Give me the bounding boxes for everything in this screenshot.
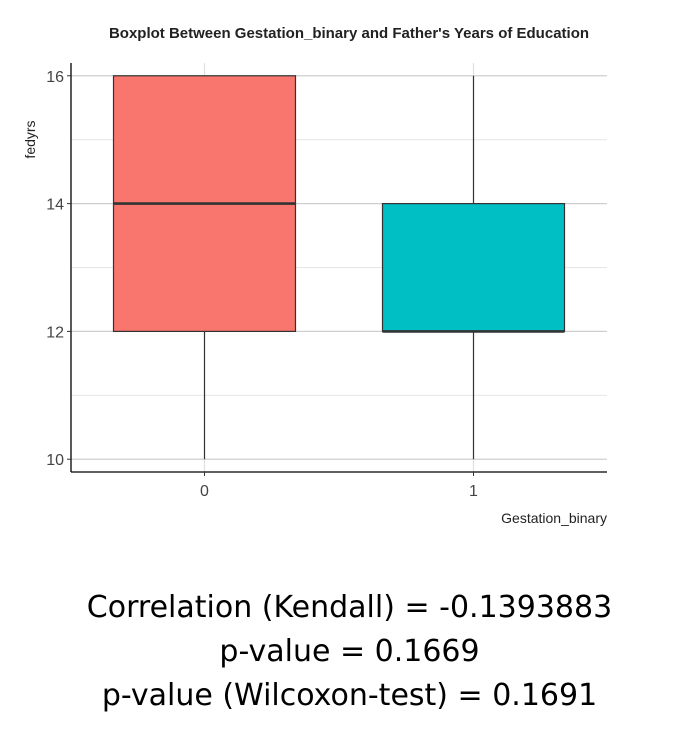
statistics-panel: Correlation (Kendall) = -0.1393883 p-val… bbox=[0, 586, 699, 718]
y-tick-label: 16 bbox=[46, 69, 64, 86]
kendall-correlation-text: Correlation (Kendall) = -0.1393883 bbox=[86, 590, 613, 625]
y-tick-label: 12 bbox=[46, 324, 64, 341]
x-axis-label: Gestation_binary bbox=[501, 510, 607, 526]
axis-layer: 10 12 14 16 0 1 bbox=[46, 63, 607, 500]
boxplot-chart: Boxplot Between Gestation_binary and Fat… bbox=[22, 25, 607, 526]
chart-svg: Boxplot Between Gestation_binary and Fat… bbox=[22, 25, 607, 526]
y-tick-label: 14 bbox=[46, 197, 64, 214]
p-value-text: p-value = 0.1669 bbox=[219, 634, 480, 669]
chart-title: Boxplot Between Gestation_binary and Fat… bbox=[109, 25, 589, 42]
box-layer bbox=[112, 75, 566, 460]
x-tick-label: 0 bbox=[200, 483, 209, 500]
box-1 bbox=[381, 202, 566, 333]
x-tick-label: 1 bbox=[469, 483, 478, 500]
y-axis-label: fedyrs bbox=[22, 120, 38, 158]
y-tick-label: 10 bbox=[46, 452, 64, 469]
wilcoxon-p-value-text: p-value (Wilcoxon-test) = 0.1691 bbox=[101, 678, 598, 713]
